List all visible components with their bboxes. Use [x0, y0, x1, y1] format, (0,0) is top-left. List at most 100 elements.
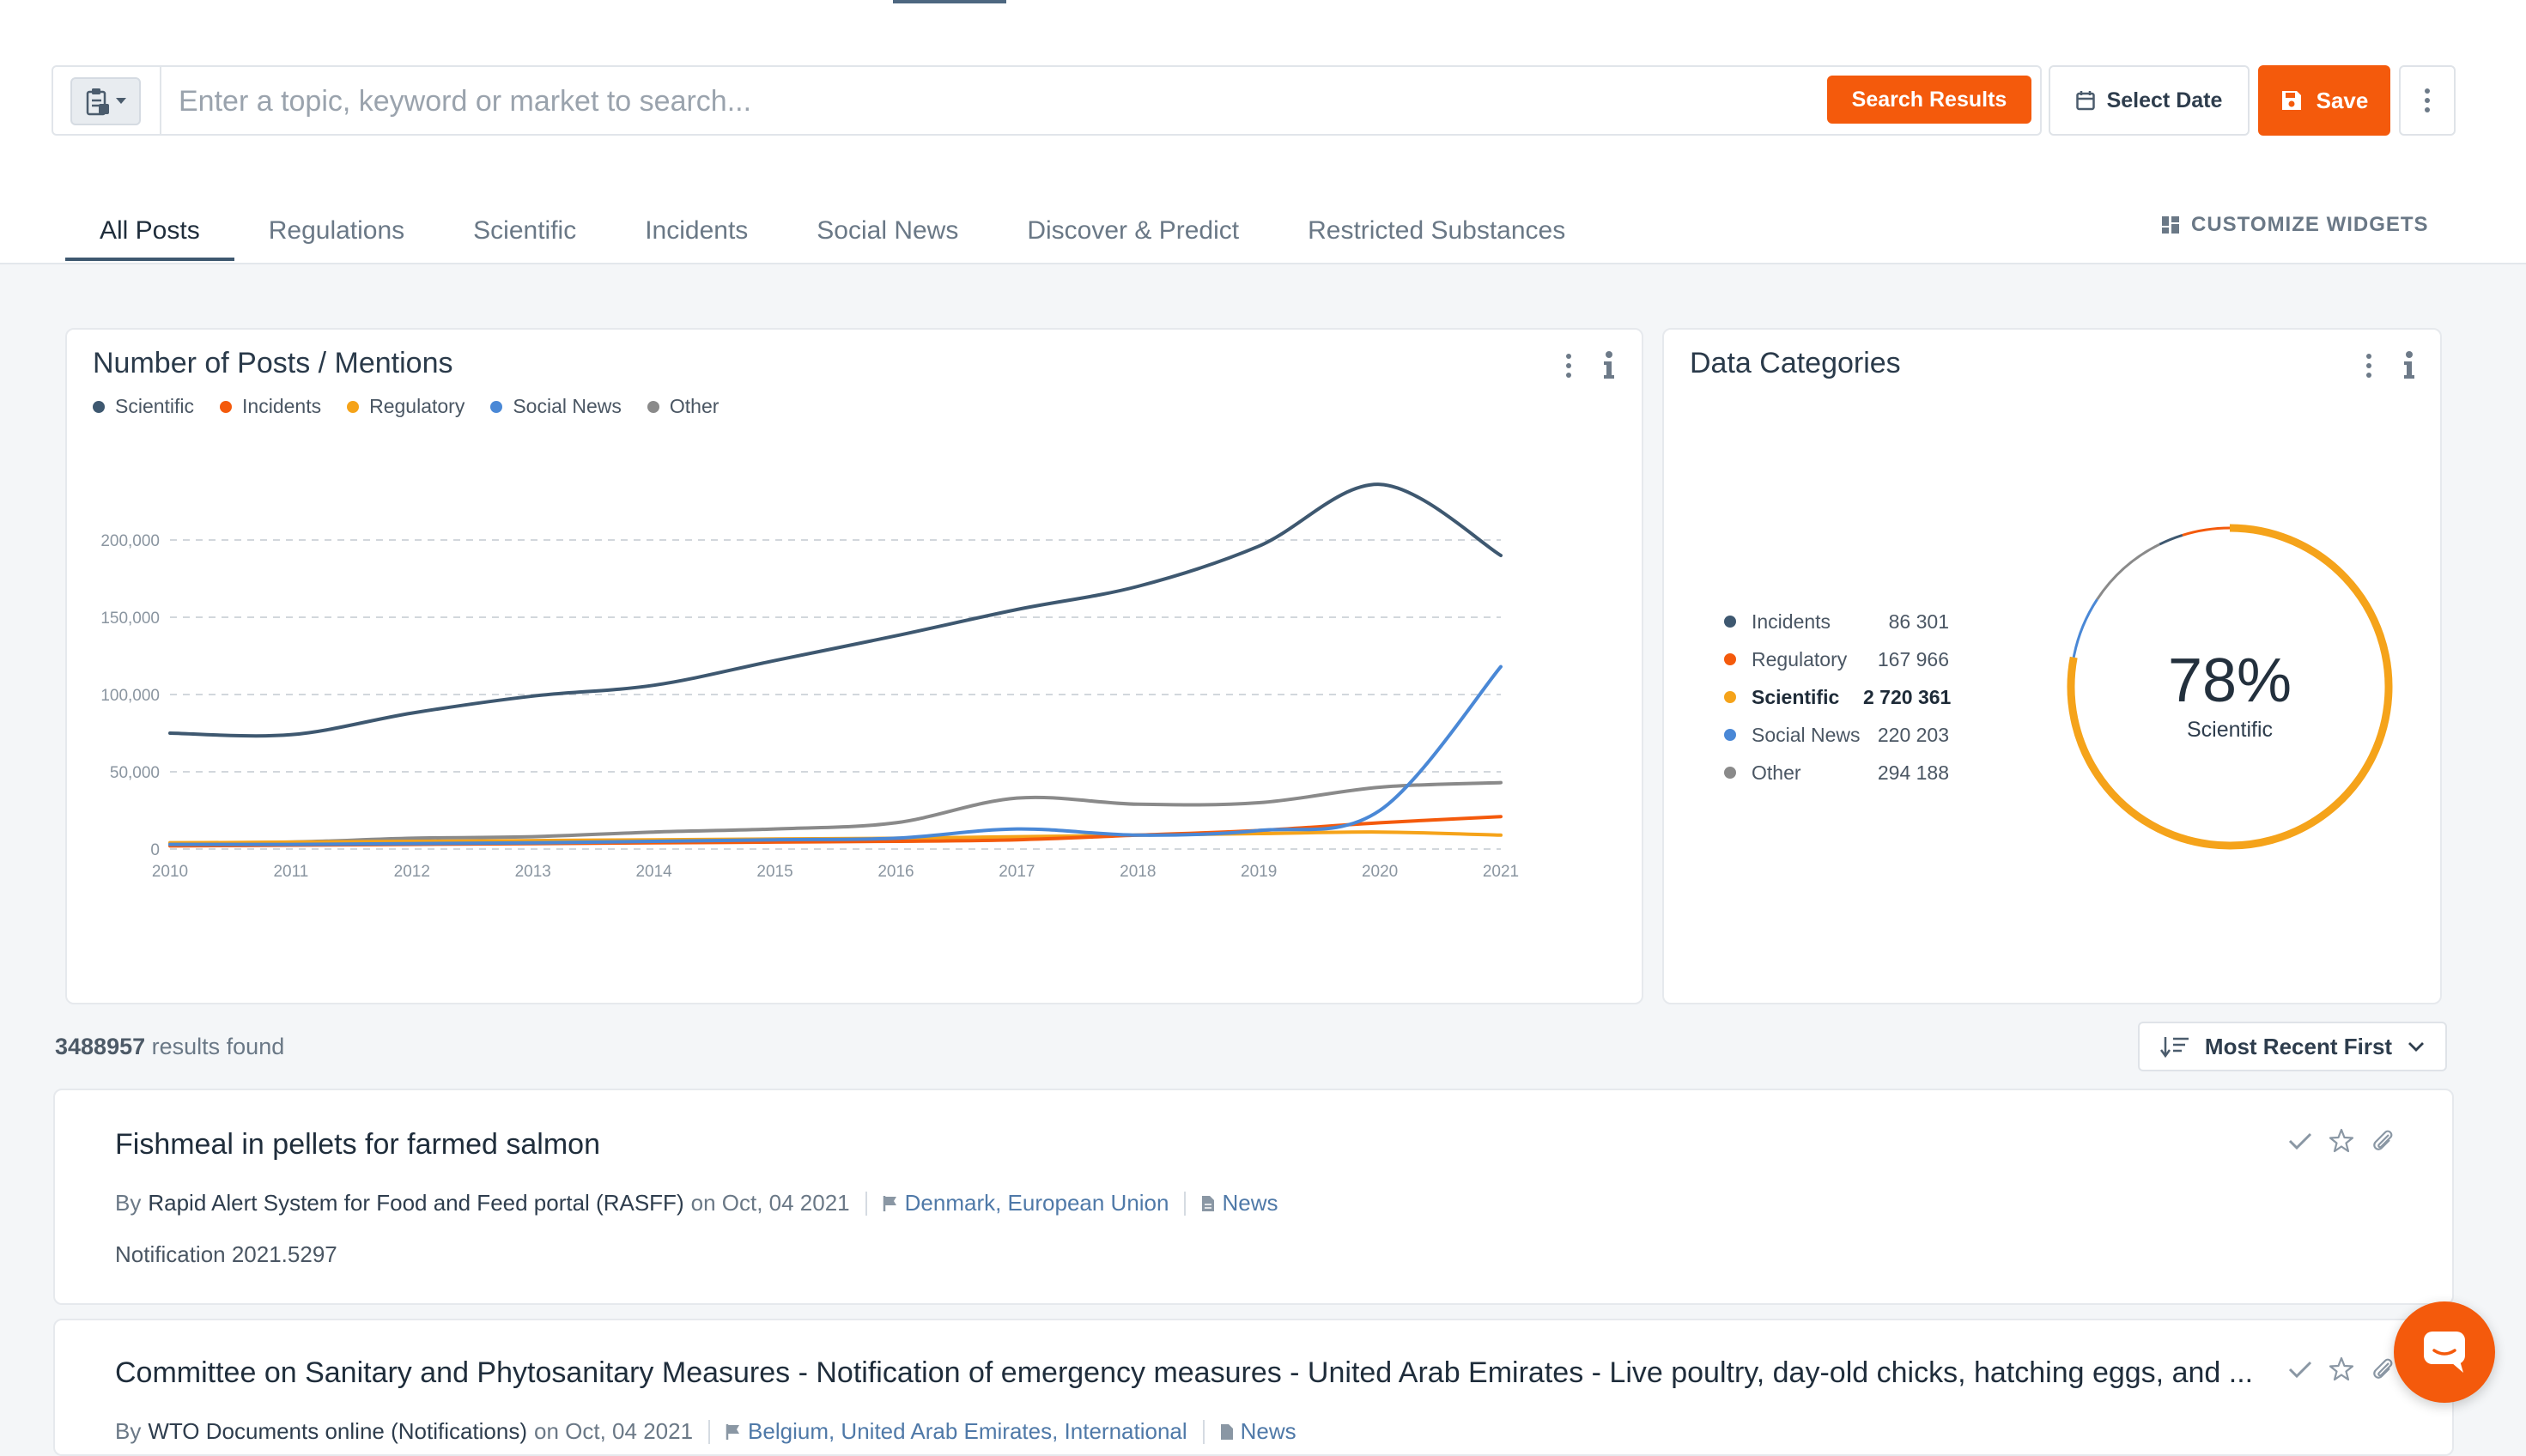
select-date-button[interactable]: Select Date — [2049, 65, 2250, 136]
series-line-scientific[interactable] — [168, 482, 1503, 738]
result-countries[interactable]: Belgium, United Arab Emirates, Internati… — [726, 1418, 1187, 1445]
series-line-social-news[interactable] — [168, 664, 1503, 846]
legend-item[interactable]: Other — [647, 395, 719, 418]
results-count: 3488957 results found — [55, 1034, 284, 1060]
category-row-regulatory[interactable]: Regulatory 167 966 — [1724, 640, 1949, 678]
document-icon — [1202, 1195, 1215, 1211]
tab-restricted-substances[interactable]: Restricted Substances — [1308, 216, 1566, 245]
paperclip-icon[interactable] — [2370, 1128, 2395, 1154]
select-date-label: Select Date — [2106, 88, 2223, 112]
sort-dropdown[interactable]: Most Recent First — [2138, 1022, 2447, 1071]
calendar-icon — [2075, 91, 2095, 111]
category-row-social-news[interactable]: Social News 220 203 — [1724, 716, 1949, 754]
donut-slice-social-news[interactable] — [2072, 598, 2098, 658]
paperclip-icon[interactable] — [2370, 1356, 2395, 1382]
more-options-button[interactable] — [2399, 65, 2456, 136]
result-type[interactable]: News — [1220, 1418, 1296, 1445]
y-tick-label: 200,000 — [100, 532, 160, 550]
legend-item[interactable]: Incidents — [220, 395, 321, 418]
result-item[interactable]: Fishmeal in pellets for farmed salmon By… — [53, 1089, 2454, 1305]
tab-all-posts[interactable]: All Posts — [65, 203, 234, 261]
donut-slice-scientific[interactable] — [2067, 524, 2393, 850]
search-divider — [160, 67, 161, 134]
save-button[interactable]: Save — [2258, 65, 2390, 136]
search-results-button[interactable]: Search Results — [1827, 76, 2031, 124]
posts-widget-menu-icon[interactable] — [1564, 354, 1573, 378]
donut-slice-incidents[interactable] — [2159, 533, 2183, 546]
result-source[interactable]: Rapid Alert System for Food and Feed por… — [148, 1190, 684, 1216]
result-type-label: News — [1240, 1418, 1296, 1444]
category-name: Incidents — [1752, 610, 1831, 633]
result-actions — [2287, 1128, 2395, 1154]
result-countries[interactable]: Denmark, European Union — [883, 1190, 1169, 1216]
source-selector-button[interactable] — [70, 77, 141, 125]
posts-mentions-widget: Number of Posts / Mentions Scientific In… — [65, 328, 1643, 1004]
caret-down-icon — [116, 98, 126, 104]
search-input[interactable] — [177, 79, 1855, 124]
categories-widget-menu-icon[interactable] — [2365, 354, 2373, 378]
y-tick-label: 150,000 — [100, 610, 160, 628]
x-tick-label: 2011 — [273, 863, 308, 881]
save-label: Save — [2316, 87, 2369, 113]
x-tick-label: 2014 — [635, 863, 672, 881]
categories-donut-chart — [2067, 524, 2393, 850]
sort-label: Most Recent First — [2204, 1033, 2393, 1059]
meta-separator — [1184, 1191, 1187, 1216]
series-line-other[interactable] — [168, 780, 1503, 845]
result-item[interactable]: Committee on Sanitary and Phytosanitary … — [53, 1319, 2454, 1456]
result-title[interactable]: Fishmeal in pellets for farmed salmon — [115, 1128, 601, 1161]
widgets-grid-icon — [2162, 216, 2179, 234]
category-row-incidents[interactable]: Incidents 86 301 — [1724, 603, 1949, 640]
tab-incidents[interactable]: Incidents — [645, 216, 749, 245]
legend-label: Social News — [513, 395, 622, 417]
star-icon[interactable] — [2329, 1356, 2354, 1382]
chat-launcher-button[interactable] — [2394, 1301, 2495, 1403]
x-tick-label: 2016 — [877, 863, 914, 881]
results-count-suffix: results found — [151, 1034, 285, 1059]
result-type-label: News — [1222, 1190, 1278, 1216]
tab-regulations[interactable]: Regulations — [268, 216, 405, 245]
category-value: 294 188 — [1877, 761, 1949, 784]
tab-scientific[interactable]: Scientific — [473, 216, 577, 245]
legend-item[interactable]: Regulatory — [347, 395, 465, 418]
result-type[interactable]: News — [1201, 1190, 1278, 1216]
x-tick-label: 2021 — [1483, 863, 1519, 881]
category-value: 86 301 — [1888, 610, 1949, 633]
legend-item[interactable]: Scientific — [93, 395, 194, 418]
categories-legend: Incidents 86 301 Regulatory 167 966 Scient… — [1724, 603, 1951, 792]
result-countries-label: Belgium, United Arab Emirates, Internati… — [748, 1418, 1187, 1444]
data-categories-widget: Data Categories Incidents 86 301 Regulato… — [1662, 328, 2442, 1004]
result-date: on Oct, 04 2021 — [690, 1190, 850, 1216]
result-meta: By WTO Documents online (Notifications) … — [115, 1418, 1296, 1445]
floppy-disk-icon — [2281, 91, 2301, 110]
category-row-scientific[interactable]: Scientific 2 720 361 — [1724, 678, 1951, 716]
category-name: Other — [1752, 761, 1801, 784]
x-tick-label: 2017 — [999, 863, 1035, 881]
customize-widgets-button[interactable]: CUSTOMIZE WIDGETS — [2162, 213, 2429, 237]
y-tick-label: 0 — [150, 841, 160, 859]
donut-slice-other[interactable] — [2096, 543, 2160, 600]
chevron-down-icon — [2408, 1042, 2425, 1052]
categories-widget-info-icon[interactable] — [2401, 350, 2418, 379]
legend-label: Scientific — [115, 395, 195, 417]
result-actions — [2287, 1356, 2395, 1382]
customize-widgets-label: CUSTOMIZE WIDGETS — [2191, 213, 2429, 236]
tab-discover-predict[interactable]: Discover & Predict — [1027, 216, 1240, 245]
result-date: on Oct, 04 2021 — [534, 1418, 694, 1444]
check-icon[interactable] — [2287, 1359, 2313, 1380]
kebab-icon — [2423, 88, 2432, 112]
donut-slice-regulatory[interactable] — [2182, 526, 2231, 537]
check-icon[interactable] — [2287, 1131, 2313, 1151]
sort-icon — [2159, 1037, 2189, 1058]
legend-item[interactable]: Social News — [490, 395, 622, 418]
result-source[interactable]: WTO Documents online (Notifications) — [148, 1418, 528, 1444]
tab-social-news[interactable]: Social News — [817, 216, 959, 245]
category-row-other[interactable]: Other 294 188 — [1724, 754, 1949, 792]
flag-icon — [883, 1195, 896, 1211]
category-name: Social News — [1752, 723, 1861, 746]
star-icon[interactable] — [2329, 1128, 2354, 1154]
results-count-number: 3488957 — [55, 1034, 146, 1059]
result-countries-label: Denmark, European Union — [904, 1190, 1169, 1216]
result-title[interactable]: Committee on Sanitary and Phytosanitary … — [115, 1356, 2254, 1389]
posts-widget-info-icon[interactable] — [1600, 350, 1618, 379]
